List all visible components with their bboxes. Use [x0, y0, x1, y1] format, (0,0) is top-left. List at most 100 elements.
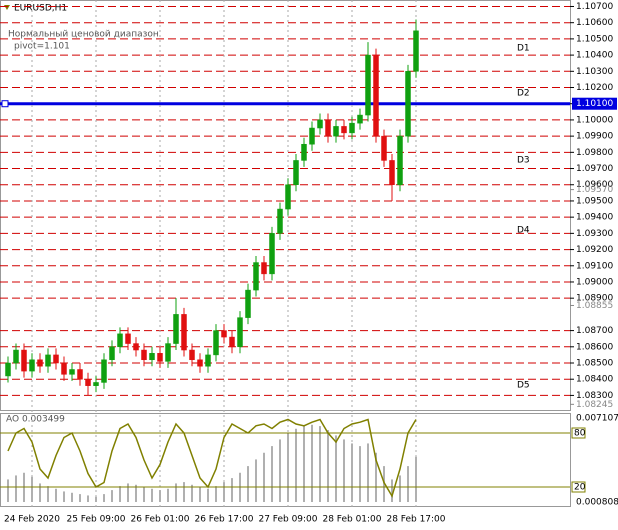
osc-tick-box	[571, 481, 586, 493]
ao-bar	[271, 446, 273, 502]
y-tick-label: 1.09400	[576, 213, 613, 223]
candle-body	[77, 369, 83, 380]
ao-bar	[159, 490, 161, 502]
x-tick-label: 26 Feb 17:00	[194, 515, 253, 525]
ao-bar	[167, 488, 169, 502]
candle-body	[5, 362, 11, 377]
candle-body	[13, 349, 19, 364]
oscillator-frame	[0, 413, 571, 507]
y-tick-label: 1.08500	[576, 359, 613, 369]
y-tick-label: 1.10400	[576, 51, 613, 61]
y-tick-label: 1.08300	[576, 391, 613, 401]
ao-bar	[407, 466, 409, 502]
osc-tick-box	[571, 427, 586, 439]
ao-bar	[415, 456, 417, 502]
ao-bar	[247, 466, 249, 502]
ao-bar	[143, 487, 145, 502]
ao-bar	[351, 443, 353, 502]
y-tick-label: 1.09000	[576, 277, 613, 287]
y-tick-label: 1.08900	[576, 294, 613, 304]
oscillator-title: AO 0.003499	[6, 415, 65, 425]
y-tick-label: 1.09500	[576, 196, 613, 206]
candle-body	[45, 354, 51, 367]
ao-bar	[279, 439, 281, 502]
ao-bar	[327, 430, 329, 502]
candle-body	[93, 382, 99, 386]
candle-body	[205, 354, 211, 367]
x-tick-label: 24 Feb 2020	[4, 515, 60, 525]
y-tick-label: 1.09300	[576, 229, 613, 239]
candle-body	[149, 353, 155, 361]
candle-body	[317, 119, 323, 129]
zone-label: D4	[517, 226, 530, 236]
candle-body	[229, 336, 235, 348]
zone-label: D5	[517, 381, 530, 391]
candle-body	[29, 359, 35, 372]
candle-body	[37, 359, 43, 367]
candle-body	[413, 30, 419, 72]
y-tick-label: 1.09100	[576, 261, 613, 271]
ao-bar	[223, 482, 225, 502]
y-tick-label: 1.09200	[576, 245, 613, 255]
x-tick-label: 28 Feb 01:00	[322, 515, 381, 525]
y-tick-label: 1.10100	[576, 99, 613, 109]
ao-bar	[71, 492, 73, 502]
ao-bar	[255, 459, 257, 502]
chart-title: EURUSD,H1	[14, 4, 67, 14]
ao-bar	[199, 487, 201, 502]
ao-bar	[319, 426, 321, 502]
x-tick-label: 25 Feb 09:00	[66, 515, 125, 525]
candle-body	[237, 317, 243, 348]
price-mark-label: 1.08855	[576, 301, 613, 311]
candle-body	[117, 333, 123, 348]
candle-body	[333, 126, 339, 137]
y-tick-label: 1.09900	[576, 132, 613, 142]
candle-body	[341, 126, 347, 134]
candle-body	[365, 54, 371, 116]
candle-body	[357, 114, 363, 124]
ao-bar	[15, 475, 17, 502]
ao-bar	[55, 488, 57, 502]
zone-label: D1	[517, 44, 530, 54]
candle-body	[141, 349, 147, 361]
ao-bar	[399, 475, 401, 502]
ao-bar	[183, 482, 185, 502]
candle-body	[277, 208, 283, 234]
subtitle: Нормальный ценовой диапазон	[8, 30, 159, 40]
y-tick-label: 1.10500	[576, 34, 613, 44]
candle-body	[389, 160, 395, 185]
candle-body	[261, 262, 267, 275]
y-tick-label: 1.10200	[576, 83, 613, 93]
x-tick-label: 26 Feb 01:00	[130, 515, 189, 525]
ao-bar	[343, 439, 345, 502]
ao-bar	[287, 432, 289, 502]
candle-body	[213, 330, 219, 356]
osc-tick-label: 80	[574, 429, 586, 439]
y-tick-label: 1.09600	[576, 180, 613, 190]
candle-body	[405, 71, 411, 137]
candle-body	[309, 127, 315, 145]
candle-body	[293, 160, 299, 185]
ao-bar	[303, 426, 305, 502]
price-mark-label: 1.09570	[576, 185, 613, 195]
candle-body	[173, 314, 179, 344]
candle-body	[253, 262, 259, 291]
y-tick-label: 1.08400	[576, 375, 613, 385]
candle-body	[165, 343, 171, 362]
ao-bar	[359, 446, 361, 502]
candle-body	[285, 184, 291, 210]
candle-body	[181, 314, 187, 351]
price-mark-label: 1.08245	[576, 400, 613, 410]
ao-scale-label: 0.000808	[576, 498, 618, 508]
pivot-label-bg	[572, 97, 617, 110]
candle-body	[221, 330, 227, 338]
candle-body	[381, 135, 387, 161]
ao-bar	[63, 491, 65, 502]
ao-bar	[231, 478, 233, 502]
ao-bar	[175, 483, 177, 502]
ao-bar	[151, 488, 153, 502]
y-tick-label: 1.10300	[576, 67, 613, 77]
candle-body	[245, 289, 251, 318]
